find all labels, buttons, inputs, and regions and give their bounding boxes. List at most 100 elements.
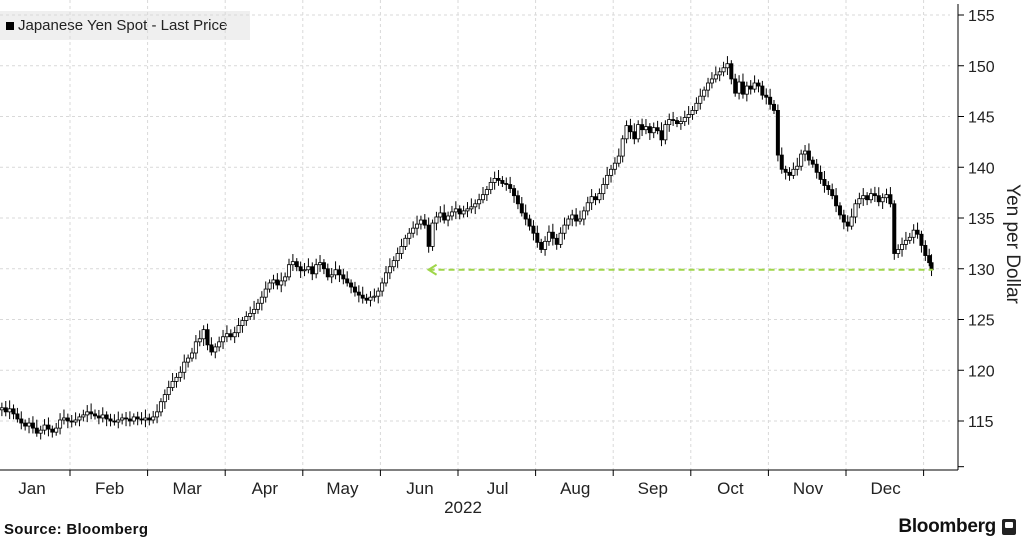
candle-body bbox=[360, 294, 365, 299]
candle-body bbox=[217, 341, 222, 348]
candle-body bbox=[659, 130, 664, 141]
candle-body bbox=[3, 407, 8, 413]
candle-body bbox=[89, 411, 94, 415]
candle-body bbox=[624, 125, 629, 140]
candle-body bbox=[23, 422, 28, 427]
candle-body bbox=[259, 296, 264, 304]
candle-body bbox=[170, 381, 175, 388]
candle-body bbox=[515, 195, 520, 205]
candle-body bbox=[116, 419, 121, 423]
candle-body bbox=[453, 208, 458, 213]
candle-body bbox=[147, 417, 152, 421]
candle-body bbox=[698, 95, 703, 104]
candle-body bbox=[903, 239, 908, 245]
candle-body bbox=[356, 291, 361, 296]
candle-body bbox=[593, 196, 598, 201]
candle-body bbox=[11, 408, 16, 415]
candle-body bbox=[151, 416, 156, 421]
candle-body bbox=[325, 268, 330, 278]
candle-body bbox=[0, 407, 4, 411]
candle-body bbox=[314, 264, 319, 275]
candle-body bbox=[550, 231, 555, 239]
x-tick-label: Mar bbox=[173, 479, 203, 498]
candle-body bbox=[911, 229, 916, 238]
candle-body bbox=[376, 290, 381, 297]
x-tick-label: Dec bbox=[870, 479, 901, 498]
x-tick-label: Jul bbox=[487, 479, 509, 498]
candle-body bbox=[803, 150, 808, 155]
candle-body bbox=[546, 231, 551, 242]
brand: Bloomberg bbox=[898, 516, 1016, 538]
candle-body bbox=[527, 218, 532, 227]
candle-body bbox=[50, 428, 55, 433]
chart-legend: Japanese Yen Spot - Last Price bbox=[0, 11, 250, 40]
candle-body bbox=[562, 224, 567, 234]
candle-body bbox=[830, 189, 835, 197]
candle-body bbox=[667, 119, 672, 126]
candle-body bbox=[589, 196, 594, 204]
candle-body bbox=[387, 266, 392, 274]
candle-body bbox=[915, 229, 920, 235]
candle-body bbox=[632, 131, 637, 140]
candle-body bbox=[69, 420, 74, 423]
candle-body bbox=[492, 178, 497, 183]
candle-body bbox=[779, 154, 784, 170]
candle-body bbox=[756, 82, 761, 87]
candle-body bbox=[294, 261, 299, 268]
candle-body bbox=[682, 117, 687, 122]
candle-body bbox=[73, 419, 78, 423]
candle-body bbox=[740, 81, 745, 95]
y-tick-label: 120 bbox=[968, 363, 995, 380]
candle-body bbox=[570, 214, 575, 220]
candle-body bbox=[54, 427, 59, 433]
candle-body bbox=[236, 325, 241, 334]
candle-body bbox=[415, 223, 420, 229]
candle-body bbox=[27, 422, 32, 427]
candle-body bbox=[213, 346, 218, 353]
candle-body bbox=[609, 168, 614, 176]
candle-body bbox=[461, 210, 466, 215]
candle-body bbox=[643, 126, 648, 131]
candle-body bbox=[108, 418, 113, 422]
candle-body bbox=[768, 96, 773, 105]
y-tick-label: 130 bbox=[968, 262, 995, 279]
candle-body bbox=[449, 211, 454, 217]
candle-body bbox=[744, 85, 749, 95]
candle-body bbox=[837, 205, 842, 216]
candle-body bbox=[19, 418, 24, 424]
candle-body bbox=[457, 208, 462, 215]
candle-body bbox=[469, 206, 474, 210]
candle-body bbox=[581, 210, 586, 220]
candle-body bbox=[678, 121, 683, 125]
candle-body bbox=[480, 194, 485, 201]
y-axis-title: Yen per Dollar bbox=[1002, 184, 1023, 304]
candle-body bbox=[612, 162, 617, 170]
candle-body bbox=[601, 184, 606, 195]
candle-body bbox=[896, 249, 901, 254]
candle-body bbox=[112, 420, 117, 423]
legend-swatch bbox=[6, 21, 14, 30]
candle-body bbox=[442, 212, 447, 221]
candle-body bbox=[465, 208, 470, 212]
candle-body bbox=[686, 114, 691, 118]
candle-body bbox=[302, 269, 307, 272]
candle-body bbox=[197, 338, 202, 343]
x-tick-label: Jan bbox=[18, 479, 45, 498]
candle-body bbox=[713, 74, 718, 80]
candle-body bbox=[399, 246, 404, 254]
candle-body bbox=[271, 279, 276, 284]
candle-body bbox=[42, 424, 47, 431]
candle-body bbox=[640, 124, 645, 131]
candle-body bbox=[628, 125, 633, 133]
candle-body bbox=[263, 288, 268, 298]
candle-body bbox=[104, 414, 109, 420]
candle-body bbox=[783, 168, 788, 173]
x-tick-label: May bbox=[326, 479, 359, 498]
candle-body bbox=[733, 78, 738, 94]
reference-arrow-icon bbox=[426, 263, 438, 276]
terminal-icon bbox=[1002, 519, 1016, 535]
candle-body bbox=[7, 408, 12, 413]
candle-body bbox=[775, 110, 780, 156]
candle-body bbox=[500, 180, 505, 184]
candle-body bbox=[58, 419, 63, 429]
